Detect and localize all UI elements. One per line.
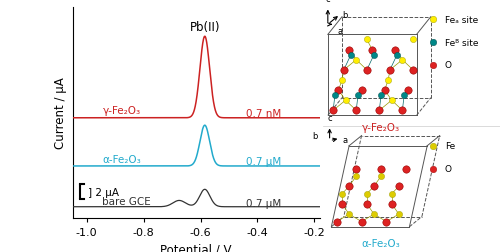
Point [393,53,401,57]
Point [368,48,376,52]
Point [382,220,390,224]
Point [398,58,406,62]
Point [428,64,436,68]
Point [386,69,394,73]
Point [358,89,366,93]
Point [428,18,436,22]
Point [377,94,385,98]
Point [345,184,353,188]
Point [388,99,396,103]
Point [409,69,417,73]
Point [384,79,392,83]
Text: a: a [343,135,348,144]
Text: 0.7 μM: 0.7 μM [246,157,282,167]
Point [352,174,360,178]
Point [402,167,410,171]
Point [428,144,436,148]
Point [358,220,366,224]
Point [392,48,400,52]
Text: Feᴮ site: Feᴮ site [445,38,478,47]
Text: bare GCE: bare GCE [102,196,151,206]
Y-axis label: Current / μA: Current / μA [54,77,67,148]
Point [409,38,417,42]
Point [428,41,436,45]
Point [352,109,360,113]
Point [370,53,378,57]
Point [338,202,346,206]
Point [428,167,436,171]
Point [345,48,353,52]
Point [388,202,396,206]
Point [347,53,355,57]
Point [352,167,360,171]
Text: Pb(II): Pb(II) [190,21,220,34]
Point [363,192,371,196]
Text: Feₐ site: Feₐ site [445,16,478,25]
Point [404,89,411,93]
Text: O: O [445,164,452,173]
Point [345,212,353,216]
Point [329,109,337,113]
Text: 0.7 μM: 0.7 μM [246,198,282,208]
Point [363,38,371,42]
Text: γ-Fe₂O₃: γ-Fe₂O₃ [362,122,400,132]
Point [363,69,371,73]
Text: c: c [326,0,330,4]
Text: a: a [338,26,342,36]
X-axis label: Potential / V: Potential / V [160,242,232,252]
Point [342,99,349,103]
Point [377,174,385,178]
Point [370,212,378,216]
Point [395,212,403,216]
Point [340,69,348,73]
Point [400,94,408,98]
Point [376,109,384,113]
Text: 0.7 nM: 0.7 nM [246,108,282,118]
Point [332,220,340,224]
Text: b: b [342,11,347,20]
Point [352,58,360,62]
Point [398,109,406,113]
Text: α-Fe₂O₃: α-Fe₂O₃ [362,238,401,248]
Text: α-Fe₂O₃: α-Fe₂O₃ [102,154,141,164]
Text: γ-Fe₂O₃: γ-Fe₂O₃ [102,105,141,115]
Point [363,202,371,206]
Text: O: O [445,61,452,70]
Text: c: c [328,113,332,122]
Point [370,184,378,188]
Point [331,94,339,98]
Point [338,192,346,196]
Point [354,94,362,98]
Text: ] 2 μA: ] 2 μA [88,187,119,197]
Text: Fe: Fe [445,142,455,151]
Text: b: b [312,132,318,141]
Point [334,89,342,93]
Point [380,89,388,93]
Point [395,184,403,188]
Point [338,79,346,83]
Point [388,192,396,196]
Point [377,167,385,171]
